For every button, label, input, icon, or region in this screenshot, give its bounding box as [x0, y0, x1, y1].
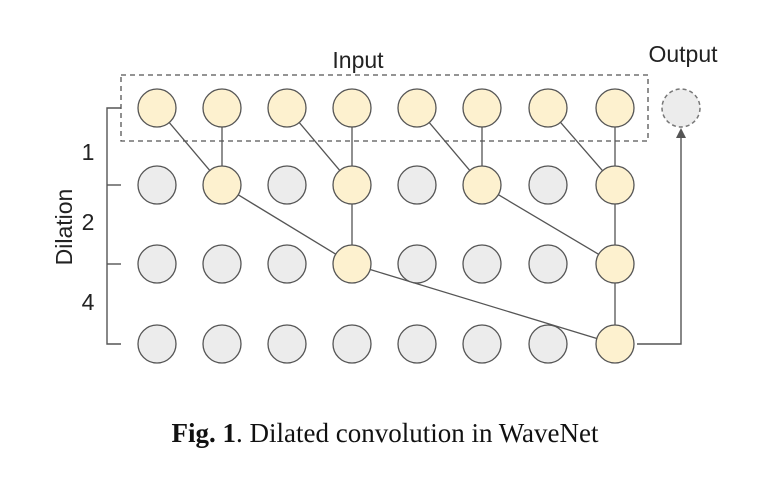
node-layer1-col3: [332, 165, 372, 205]
node-layer0-col2: [267, 88, 307, 128]
node-layer2-col4: [397, 244, 437, 284]
node-layer2-col0: [137, 244, 177, 284]
node-layer3-col7: [595, 324, 635, 364]
node-layer3-col1: [202, 324, 242, 364]
figure-caption: Fig. 1. Dilated convolution in WaveNet: [0, 418, 770, 449]
node-layer1-col5: [462, 165, 502, 205]
node-layer1-col6: [528, 165, 568, 205]
node-layer0-col5: [462, 88, 502, 128]
node-layer2-col5: [462, 244, 502, 284]
node-layer1-col7: [595, 165, 635, 205]
edge-4: [428, 122, 471, 171]
figure-number: Fig. 1: [171, 418, 237, 448]
dilation-label-4: 4: [82, 289, 95, 315]
edge-8: [237, 194, 337, 255]
node-layer1-col1: [202, 165, 242, 205]
dilation-label-2: 2: [82, 209, 95, 235]
node-layer3-col6: [528, 324, 568, 364]
node-layer3-col3: [332, 324, 372, 364]
node-layer1-col4: [397, 165, 437, 205]
node-layer2-col1: [202, 244, 242, 284]
node-layer3-col2: [267, 324, 307, 364]
node-layer2-col7: [595, 244, 635, 284]
output-label: Output: [648, 41, 718, 67]
node-layer0-col1: [202, 88, 242, 128]
node-layer2-col2: [267, 244, 307, 284]
output-connector: [637, 135, 682, 345]
edge-10: [498, 194, 599, 255]
node-layer0-col3: [332, 88, 372, 128]
dilation-axis-label: Dilation: [51, 189, 77, 266]
dilation-bracket: [106, 107, 121, 345]
edge-0: [168, 122, 211, 171]
edges: [168, 121, 616, 340]
node-layer3-col5: [462, 324, 502, 364]
node-layer0-col6: [528, 88, 568, 128]
node-layer3-col0: [137, 324, 177, 364]
output-arrowhead: [676, 128, 686, 138]
caption-text: . Dilated convolution in WaveNet: [236, 418, 599, 448]
output-node: [661, 88, 701, 128]
node-layer2-col3: [332, 244, 372, 284]
node-layer3-col4: [397, 324, 437, 364]
nodes: [137, 88, 635, 364]
node-layer2-col6: [528, 244, 568, 284]
node-layer0-col0: [137, 88, 177, 128]
dilated-convolution-diagram: Input Output Dilation 1 2 4: [51, 41, 718, 364]
node-layer0-col4: [397, 88, 437, 128]
node-layer1-col2: [267, 165, 307, 205]
edge-6: [559, 121, 604, 172]
input-label: Input: [332, 47, 384, 73]
edge-2: [298, 122, 341, 171]
dilation-label-1: 1: [82, 139, 95, 165]
node-layer0-col7: [595, 88, 635, 128]
node-layer1-col0: [137, 165, 177, 205]
